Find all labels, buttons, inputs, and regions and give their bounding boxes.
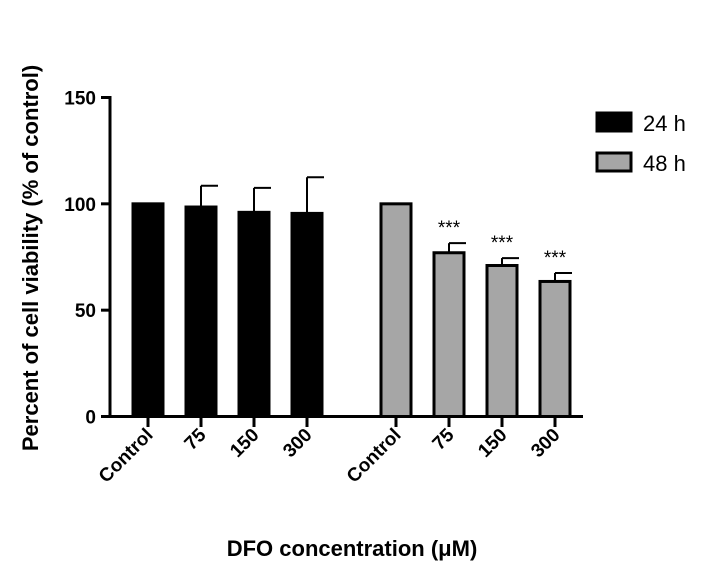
x-tick-label: 300 [527,425,564,462]
error-bars-layer [200,176,572,282]
y-tick-label: 50 [75,301,96,322]
x-tick-label: 150 [474,425,511,462]
significance-label: *** [491,233,514,254]
axes-layer [108,96,583,418]
legend: 24 h 48 h [595,111,686,176]
x-tick-label: Control [95,425,158,488]
y-axis-title: Percent of cell viability (% of control) [18,65,43,451]
legend-label-24h: 24 h [643,111,686,136]
bar-24h-150 [237,210,271,418]
legend-swatch-24h [595,111,633,133]
y-tick-label: 150 [64,89,96,110]
x-tick-label: 75 [181,424,211,454]
x-tick-label: 300 [279,425,316,462]
bar-48h-75 [432,251,466,418]
y-ticks-layer: 0 50 100 150 [64,89,110,429]
significance-layer: *** *** *** [438,218,567,269]
bar-48h-control [379,202,413,418]
y-tick-label: 0 [85,408,96,429]
bar-48h-150 [485,264,519,418]
x-ticks-layer: Control 75 150 300 Control 75 150 300 [95,418,565,487]
x-tick-label: Control [343,425,406,488]
y-tick-label: 100 [64,195,96,216]
significance-label: *** [438,218,461,239]
x-tick-label: 150 [226,425,263,462]
bar-48h-300 [538,279,572,418]
legend-swatch-48h [595,151,633,173]
bar-24h-300 [290,211,324,418]
bar-24h-75 [184,205,218,418]
x-tick-label: 75 [429,424,459,454]
x-axis-title: DFO concentration (μM) [227,536,478,561]
significance-label: *** [544,248,567,269]
bar-24h-control [131,202,165,418]
legend-label-48h: 48 h [643,151,686,176]
